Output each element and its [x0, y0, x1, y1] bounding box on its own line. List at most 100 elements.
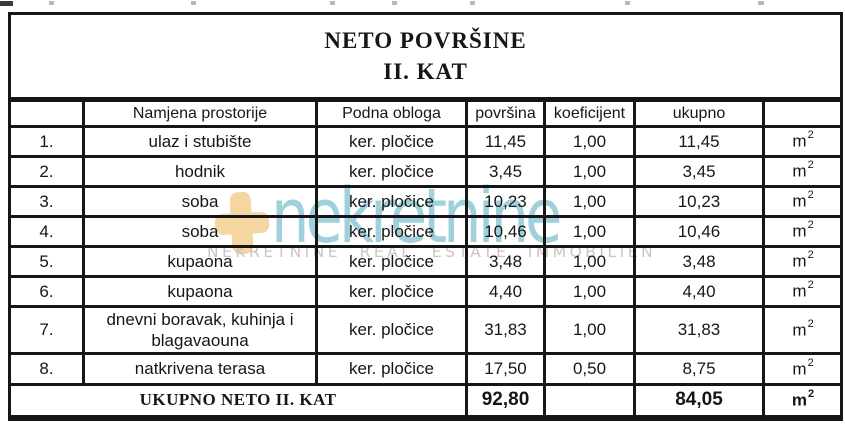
unit-base: m: [792, 320, 807, 340]
cell-unit: m2: [761, 155, 844, 188]
col-header-namjena: Namjena prostorije: [82, 98, 318, 128]
total-row: UKUPNO NETO II. KAT 92,80 84,05 m2: [8, 383, 844, 421]
cell-ukupno: 10,23: [633, 185, 765, 218]
cell-podna: ker. pločice: [315, 155, 468, 188]
unit-base: m: [792, 251, 807, 271]
scan-artifact: [470, 1, 475, 5]
cell-povrsina: 10,46: [465, 215, 546, 248]
cell-koeficijent: 1,00: [543, 185, 636, 218]
cell-num: 5.: [8, 245, 85, 278]
col-header-povrsina: površina: [465, 98, 546, 128]
unit-superscript: 2: [807, 356, 814, 369]
cell-namjena: kupaona: [82, 245, 318, 278]
unit-superscript: 2: [807, 219, 814, 232]
total-label: UKUPNO NETO II. KAT: [8, 383, 468, 421]
cell-namjena: ulaz i stubište: [82, 125, 318, 158]
cell-unit: m2: [761, 125, 844, 158]
cell-povrsina: 3,45: [465, 155, 546, 188]
cell-unit: m2: [761, 383, 844, 421]
cell-povrsina: 4,40: [465, 275, 546, 308]
col-header-ukupno: ukupno: [633, 98, 765, 128]
scan-artifact: [758, 1, 764, 5]
cell-podna: ker. pločice: [315, 215, 468, 248]
cell-koeficijent: 1,00: [543, 275, 636, 308]
cell-ukupno: 4,40: [633, 275, 765, 308]
total-koeficijent: [543, 383, 636, 421]
cell-unit: m2: [761, 352, 844, 386]
scan-artifact: [330, 1, 335, 5]
unit-base: m: [792, 191, 807, 211]
neto-povrsine-table: NETO POVRŠINE II. KAT Namjena prostorije…: [7, 12, 844, 421]
cell-podna: ker. pločice: [315, 125, 468, 158]
scan-artifact: [392, 1, 397, 5]
unit-base: m: [792, 281, 807, 301]
table-row: 1. ulaz i stubište ker. pločice 11,45 1,…: [8, 125, 844, 158]
total-ukupno: 84,05: [633, 383, 765, 421]
cell-num: 3.: [8, 185, 85, 218]
cell-num: 4.: [8, 215, 85, 248]
cell-namjena: soba: [82, 215, 318, 248]
unit-superscript: 2: [808, 387, 815, 400]
page-title: NETO POVRŠINE: [324, 27, 527, 53]
unit-superscript: 2: [807, 317, 814, 330]
cell-namjena: kupaona: [82, 275, 318, 308]
cell-unit: m2: [761, 185, 844, 218]
cell-koeficijent: 1,00: [543, 125, 636, 158]
table-row: 5. kupaona ker. pločice 3,48 1,00 3,48 m…: [8, 245, 844, 278]
scan-artifact: [49, 1, 54, 5]
unit-base: m: [792, 359, 807, 379]
header-row: Namjena prostorije Podna obloga površina…: [8, 98, 844, 128]
table-row: 6. kupaona ker. pločice 4,40 1,00 4,40 m…: [8, 275, 844, 308]
table-row: 3. soba ker. pločice 10,23 1,00 10,23 m2: [8, 185, 844, 218]
cell-povrsina: 10,23: [465, 185, 546, 218]
unit-superscript: 2: [807, 159, 814, 172]
cell-koeficijent: 1,00: [543, 215, 636, 248]
cell-povrsina: 11,45: [465, 125, 546, 158]
cell-koeficijent: 1,00: [543, 155, 636, 188]
cell-koeficijent: 1,00: [543, 245, 636, 278]
unit-base: m: [792, 221, 807, 241]
cell-num: 7.: [8, 305, 85, 355]
col-header-podna: Podna obloga: [315, 98, 468, 128]
col-header-koeficijent: koeficijent: [543, 98, 636, 128]
cell-num: 2.: [8, 155, 85, 188]
cell-ukupno: 3,45: [633, 155, 765, 188]
cell-num: 6.: [8, 275, 85, 308]
title-row: NETO POVRŠINE II. KAT: [7, 12, 844, 102]
scan-artifact: [0, 1, 13, 6]
unit-base: m: [791, 390, 808, 410]
cell-namjena: dnevni boravak, kuhinja i blagavaouna: [82, 305, 318, 355]
cell-unit: m2: [761, 245, 844, 278]
cell-unit: m2: [761, 215, 844, 248]
unit-superscript: 2: [807, 189, 814, 202]
total-povrsina: 92,80: [465, 383, 546, 421]
cell-koeficijent: 1,00: [543, 305, 636, 355]
cell-ukupno: 31,83: [633, 305, 765, 355]
cell-podna: ker. pločice: [315, 245, 468, 278]
cell-unit: m2: [761, 305, 844, 355]
unit-superscript: 2: [807, 249, 814, 262]
page-subtitle: II. KAT: [383, 59, 468, 84]
cell-namjena: soba: [82, 185, 318, 218]
cell-ukupno: 10,46: [633, 215, 765, 248]
cell-podna: ker. pločice: [315, 275, 468, 308]
table-row: 2. hodnik ker. pločice 3,45 1,00 3,45 m2: [8, 155, 844, 188]
cell-podna: ker. pločice: [315, 305, 468, 355]
unit-superscript: 2: [807, 129, 814, 142]
unit-base: m: [792, 161, 807, 181]
cell-num: 8.: [8, 352, 85, 386]
cell-namjena: natkrivena terasa: [82, 352, 318, 386]
unit-base: m: [792, 131, 807, 151]
cell-unit: m2: [761, 275, 844, 308]
cell-povrsina: 3,48: [465, 245, 546, 278]
cell-povrsina: 31,83: [465, 305, 546, 355]
cell-podna: ker. pločice: [315, 352, 468, 386]
cell-koeficijent: 0,50: [543, 352, 636, 386]
cell-povrsina: 17,50: [465, 352, 546, 386]
col-header-unit: [761, 98, 844, 128]
table-row: 4. soba ker. pločice 10,46 1,00 10,46 m2: [8, 215, 844, 248]
cell-ukupno: 3,48: [633, 245, 765, 278]
table-row: 7. dnevni boravak, kuhinja i blagavaouna…: [8, 305, 844, 355]
cell-ukupno: 11,45: [633, 125, 765, 158]
